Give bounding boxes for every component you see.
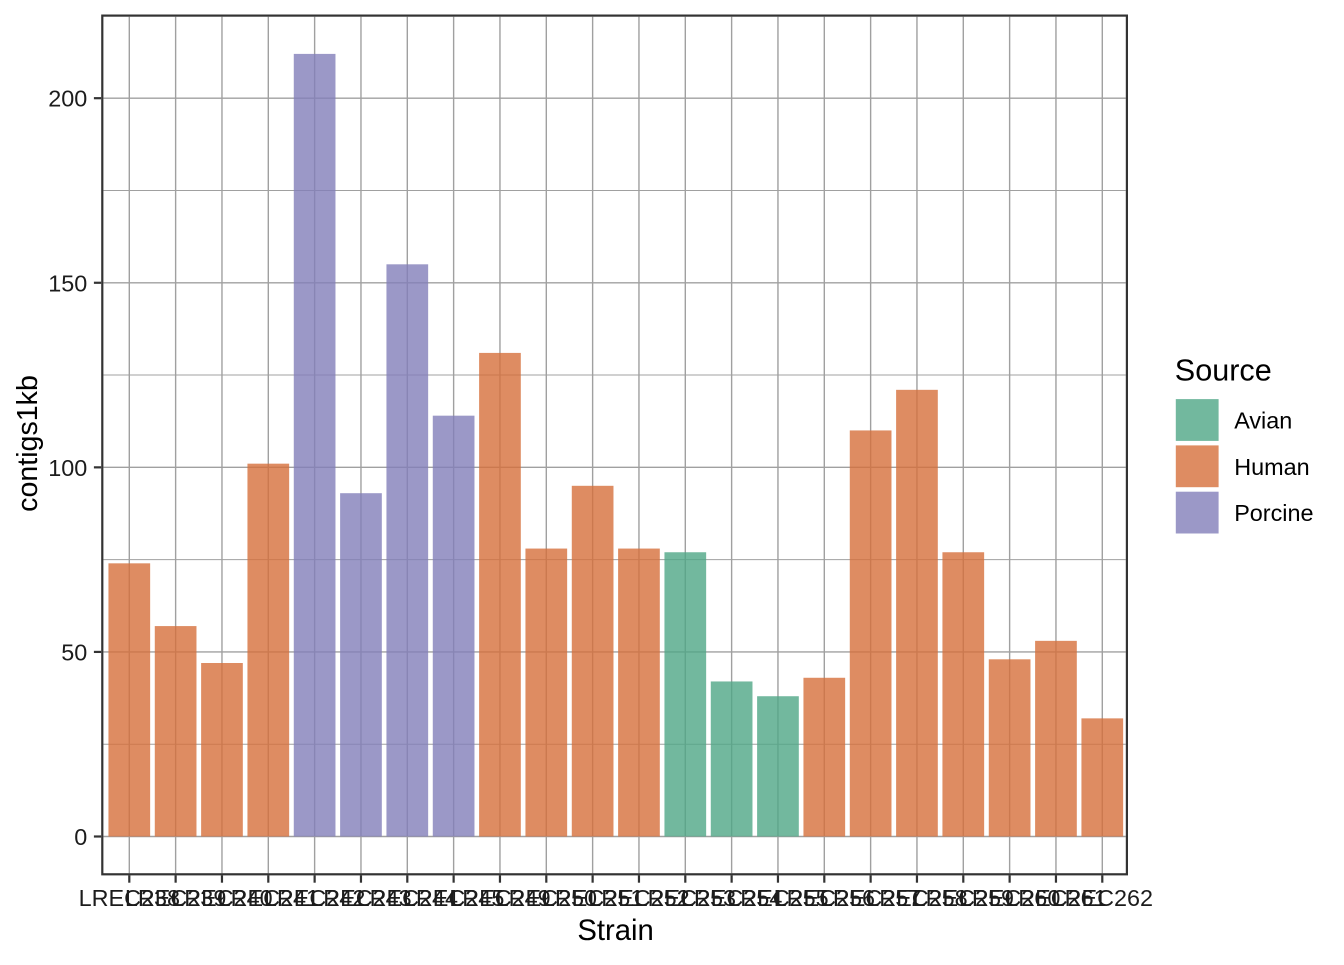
- svg-text:LREC241: LREC241: [218, 885, 319, 911]
- svg-text:100: 100: [48, 455, 87, 481]
- svg-text:contigs1kb: contigs1kb: [12, 375, 44, 512]
- svg-text:LREC245: LREC245: [403, 885, 504, 911]
- svg-text:Strain: Strain: [577, 914, 654, 947]
- svg-text:LREC239: LREC239: [125, 885, 226, 911]
- svg-text:200: 200: [48, 86, 87, 112]
- svg-text:LREC256: LREC256: [774, 885, 875, 911]
- svg-text:50: 50: [61, 639, 87, 665]
- svg-text:LREC254: LREC254: [681, 885, 782, 911]
- svg-text:Human: Human: [1234, 454, 1309, 480]
- svg-text:LREC259: LREC259: [913, 885, 1014, 911]
- svg-text:LREC253: LREC253: [635, 885, 736, 911]
- svg-text:LREC240: LREC240: [171, 885, 272, 911]
- svg-text:150: 150: [48, 270, 87, 296]
- svg-text:LREC251: LREC251: [542, 885, 643, 911]
- svg-text:Avian: Avian: [1234, 408, 1292, 434]
- svg-text:LREC262: LREC262: [1052, 885, 1153, 911]
- svg-text:Porcine: Porcine: [1234, 500, 1313, 526]
- svg-text:LREC258: LREC258: [866, 885, 967, 911]
- svg-text:LREC243: LREC243: [310, 885, 411, 911]
- svg-text:LREC238: LREC238: [79, 885, 180, 911]
- svg-text:LREC257: LREC257: [820, 885, 921, 911]
- svg-text:LREC242: LREC242: [264, 885, 365, 911]
- svg-text:LREC249: LREC249: [449, 885, 550, 911]
- svg-text:Source: Source: [1175, 353, 1272, 387]
- svg-text:LREC250: LREC250: [496, 885, 597, 911]
- svg-text:LREC261: LREC261: [1005, 885, 1106, 911]
- svg-text:0: 0: [74, 824, 87, 850]
- svg-text:LREC252: LREC252: [588, 885, 689, 911]
- svg-text:LREC244: LREC244: [357, 885, 458, 911]
- svg-text:LREC255: LREC255: [727, 885, 828, 911]
- svg-text:LREC260: LREC260: [959, 885, 1060, 911]
